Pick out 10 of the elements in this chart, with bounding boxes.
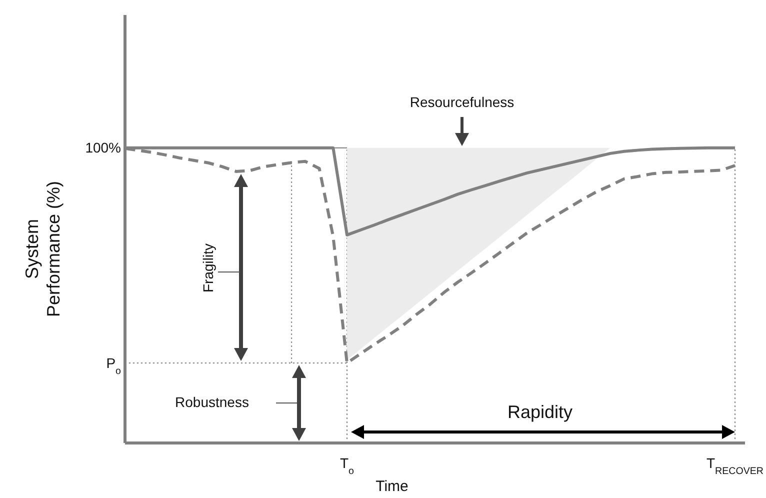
ref-line-label: 100% (85, 140, 121, 156)
x-axis-title: Time (376, 478, 408, 495)
annotation: Rapidity (507, 402, 573, 422)
ref-line-label: P$_{o}$ (106, 354, 122, 376)
text: Resourcefulness (410, 94, 514, 110)
y-axis-title: System Performance (%) (22, 180, 64, 318)
x-tick-label: T$_{o}$ (340, 455, 355, 476)
annotation: Fragility (200, 243, 216, 293)
x-tick-label: T$_{RECOVER}$ (706, 455, 764, 476)
annotation: Robustness (175, 394, 249, 410)
